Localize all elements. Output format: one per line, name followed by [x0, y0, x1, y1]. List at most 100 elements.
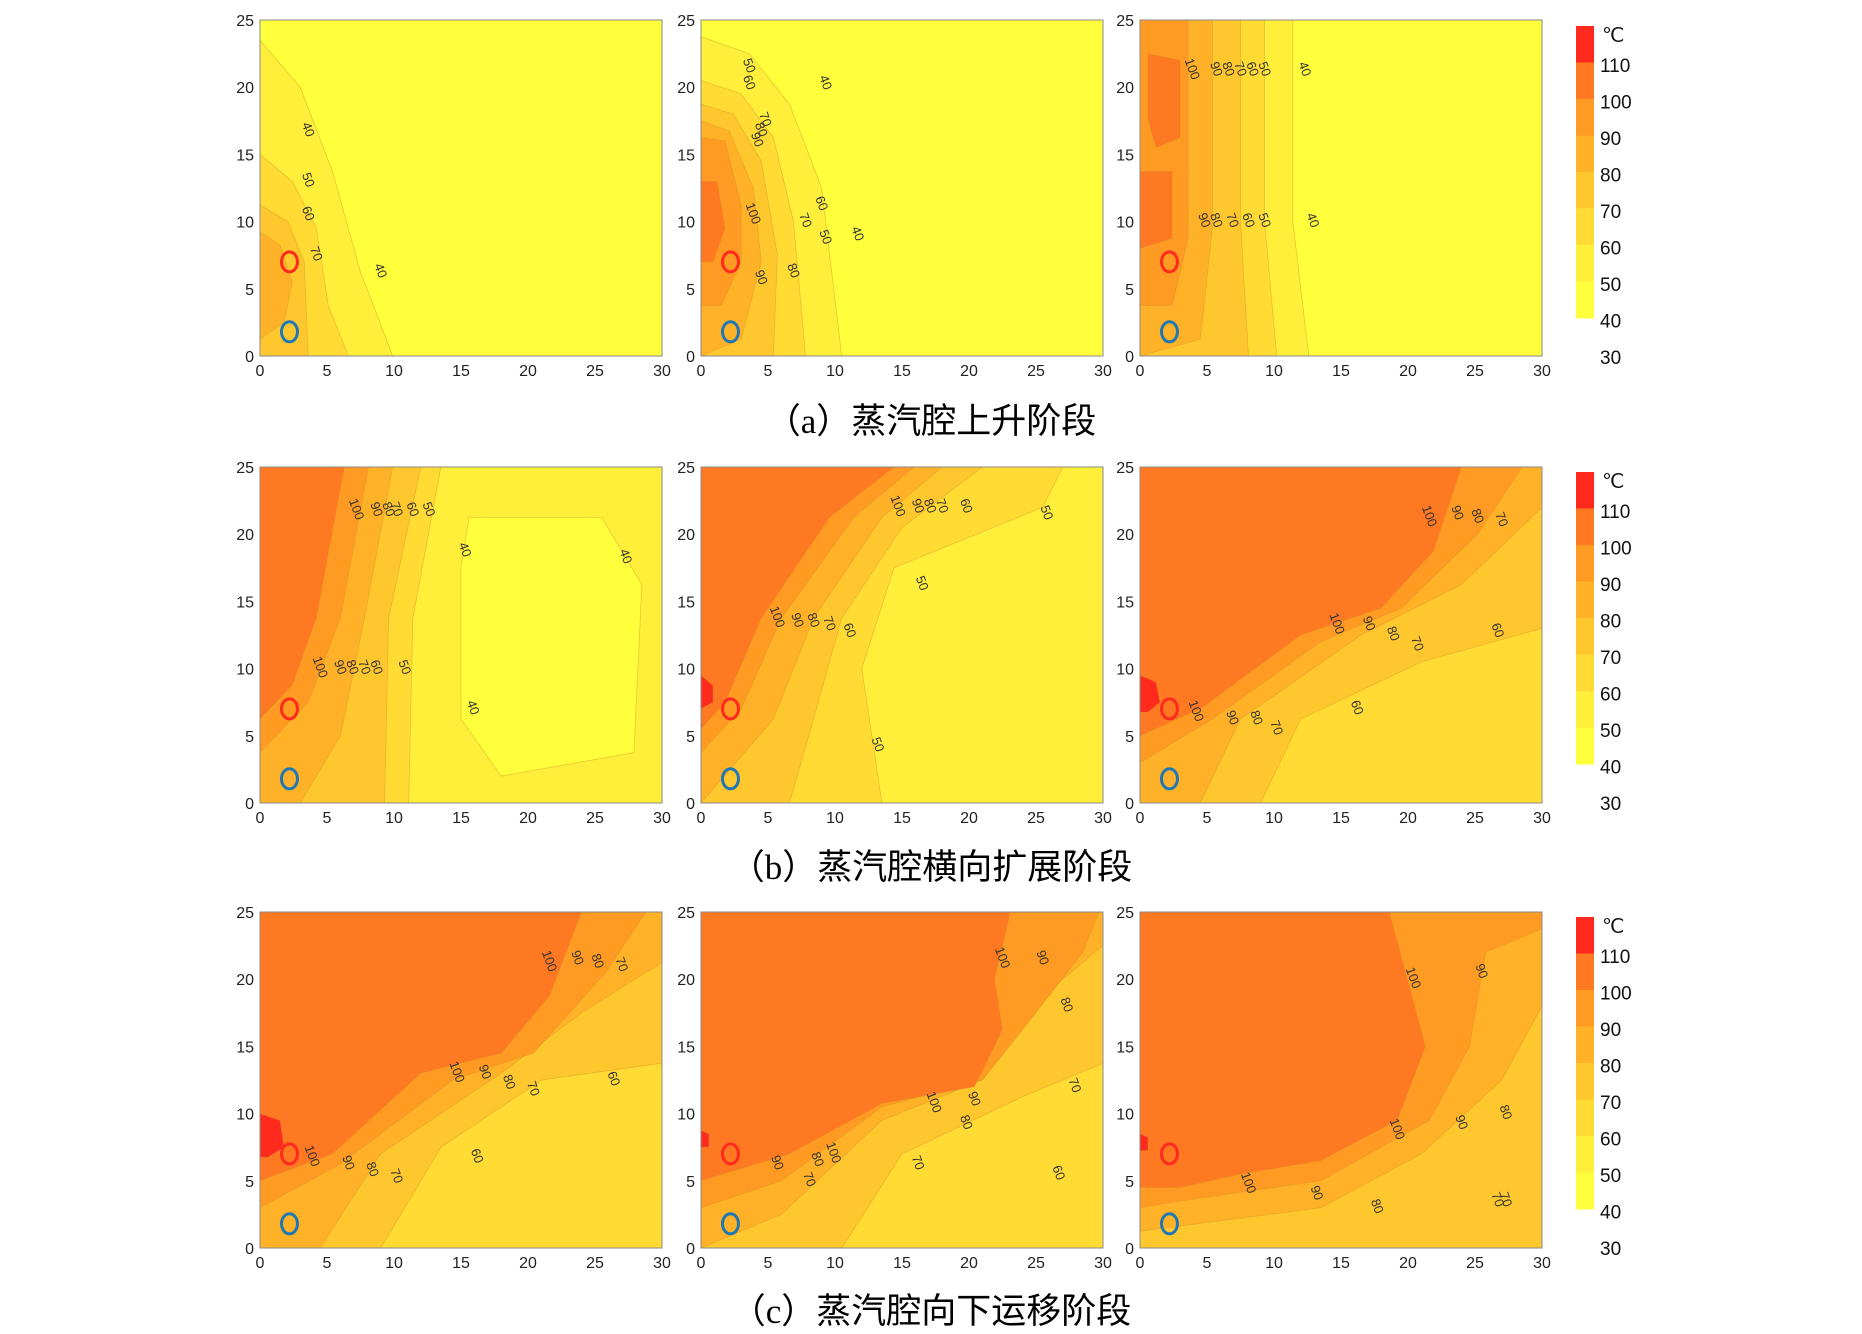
- x-tick-label: 10: [826, 810, 844, 827]
- plot-frame: [259, 466, 663, 804]
- contour-label: 100: [1419, 503, 1441, 529]
- x-tick-label: 30: [1094, 810, 1112, 827]
- contour-label: 90: [1472, 962, 1491, 981]
- y-tick-label: 5: [245, 729, 254, 746]
- contour-label: 60: [604, 1069, 623, 1088]
- y-tick-label: 15: [1116, 594, 1134, 611]
- y-tick-label: 25: [236, 13, 254, 30]
- contour-label: 90: [1360, 614, 1379, 633]
- x-tick-label: 5: [1203, 810, 1212, 827]
- y-tick-label: 5: [245, 1174, 254, 1191]
- y-tick-label: 5: [686, 1174, 695, 1191]
- legend-unit: ℃: [1602, 916, 1624, 938]
- legend-level-label: 70: [1600, 202, 1621, 223]
- legend-level-label: 110: [1600, 56, 1630, 77]
- legend-swatch: [1576, 654, 1594, 692]
- legend-level-label: 100: [1600, 984, 1632, 1005]
- x-tick-label: 20: [960, 810, 978, 827]
- y-tick-label: 0: [686, 796, 695, 813]
- y-tick-label: 5: [1125, 729, 1134, 746]
- y-tick-label: 20: [236, 527, 254, 544]
- x-tick-label: 15: [1332, 1255, 1350, 1272]
- contour-label: 70: [1492, 510, 1511, 529]
- producer-well-marker: [279, 320, 299, 344]
- panel-0-0: 40 50 60 70 40 0 5 10 15 20 25 30 0 5 10 15 20 25: [236, 13, 671, 380]
- y-tick-label: 10: [677, 1107, 695, 1124]
- contour-label: 50: [420, 500, 439, 519]
- contour-label: 70: [756, 110, 775, 129]
- legend-level-label: 90: [1600, 1020, 1621, 1041]
- x-tick-label: 20: [1399, 363, 1417, 380]
- x-tick-label: 25: [1466, 810, 1484, 827]
- y-tick-label: 25: [1116, 460, 1134, 477]
- x-tick-label: 0: [1136, 810, 1145, 827]
- y-tick-label: 25: [236, 460, 254, 477]
- contour-label: 80: [588, 951, 607, 970]
- contour-label: 80: [1219, 59, 1238, 78]
- y-tick-label: 15: [677, 147, 695, 164]
- x-tick-label: 5: [323, 363, 332, 380]
- contour-label: 70: [307, 244, 326, 263]
- y-tick-label: 25: [1116, 905, 1134, 922]
- temperature-band: [1139, 1133, 1149, 1151]
- temperature-band: [700, 1129, 710, 1148]
- x-tick-label: 15: [893, 810, 911, 827]
- x-tick-label: 0: [256, 363, 265, 380]
- temperature-band: [460, 517, 643, 777]
- contour-label: 70: [820, 614, 839, 633]
- x-tick-label: 5: [1203, 363, 1212, 380]
- contour-label: 70: [387, 1167, 406, 1186]
- y-tick-label: 0: [686, 1241, 695, 1258]
- y-tick-label: 10: [677, 215, 695, 232]
- contour-label: 90: [748, 130, 767, 149]
- y-tick-label: 25: [677, 905, 695, 922]
- legend-swatch: [1576, 26, 1594, 63]
- x-tick-label: 30: [1533, 363, 1551, 380]
- temperature-band: [1139, 170, 1173, 250]
- x-tick-label: 20: [519, 810, 537, 827]
- contour-label: 100: [346, 496, 368, 522]
- legend-level-label: 90: [1600, 129, 1621, 150]
- contour-label: 100: [310, 654, 332, 680]
- y-tick-label: 20: [677, 527, 695, 544]
- contour-label: 100: [767, 604, 789, 630]
- panel-2-2: 100 90 100 90 80 70 100 90 80 70 0 5 10 15 20 25 30 0 5 10 1…: [1116, 905, 1551, 1272]
- contour-label: 80: [921, 496, 940, 515]
- x-tick-label: 10: [1265, 1255, 1283, 1272]
- legend-swatch: [1576, 727, 1594, 765]
- y-tick-label: 15: [1116, 1039, 1134, 1056]
- legend-swatch: [1576, 1063, 1594, 1100]
- plot-frame: [259, 19, 663, 357]
- contour-label: 60: [1243, 59, 1262, 78]
- contour-label: 40: [371, 261, 390, 280]
- legend-swatch: [1576, 691, 1594, 728]
- contour-label: 60: [403, 500, 422, 519]
- contour-label: 50: [395, 658, 414, 677]
- legend-swatch: [1576, 135, 1594, 173]
- contour-label: 40: [456, 540, 475, 559]
- legend-level-label: 80: [1600, 1057, 1621, 1078]
- x-tick-label: 25: [586, 810, 604, 827]
- x-tick-label: 30: [653, 363, 671, 380]
- legend-level-label: 80: [1600, 166, 1621, 187]
- contour-label: 100: [924, 1089, 946, 1115]
- legend-swatch: [1576, 62, 1594, 100]
- contour-label: 90: [1448, 503, 1467, 522]
- contour-label: 70: [796, 211, 815, 230]
- contour-label: 90: [1223, 708, 1242, 727]
- contour-label: 50: [740, 56, 759, 75]
- y-tick-label: 0: [1125, 796, 1134, 813]
- contour-label: 70: [933, 496, 952, 515]
- contour-label: 40: [617, 547, 636, 566]
- x-tick-label: 30: [653, 810, 671, 827]
- contour-label: 60: [1488, 621, 1507, 640]
- contour-label: 40: [299, 120, 318, 139]
- contour-label: 60: [957, 496, 976, 515]
- legend-level-label: 60: [1600, 1130, 1621, 1151]
- contour-label: 40: [816, 73, 835, 92]
- contour-label: 100: [1182, 56, 1204, 82]
- x-tick-label: 30: [1533, 810, 1551, 827]
